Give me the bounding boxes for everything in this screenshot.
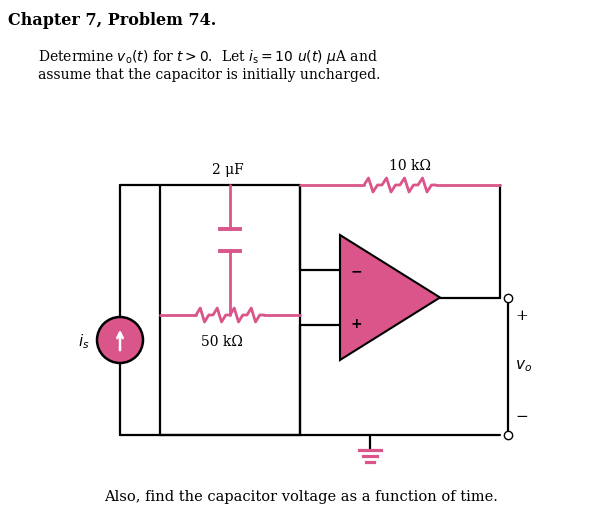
Polygon shape [340, 235, 440, 360]
Text: 10 kΩ: 10 kΩ [389, 159, 431, 173]
Text: $i_s$: $i_s$ [78, 333, 90, 351]
Text: +: + [516, 309, 529, 322]
Text: −: − [516, 410, 529, 424]
Text: $v_o$: $v_o$ [515, 359, 533, 374]
Text: Chapter 7, Problem 74.: Chapter 7, Problem 74. [8, 12, 216, 29]
Text: 50 kΩ: 50 kΩ [201, 335, 243, 349]
Text: assume that the capacitor is initially uncharged.: assume that the capacitor is initially u… [38, 68, 380, 82]
Text: 2 μF: 2 μF [212, 163, 244, 177]
Text: −: − [350, 264, 362, 278]
Circle shape [97, 317, 143, 363]
Text: Determine $v_{\rm o}(t)$ for $t > 0$.  Let $i_{\rm s} = 10\ u(t)\ \mu$A and: Determine $v_{\rm o}(t)$ for $t > 0$. Le… [38, 48, 377, 66]
Text: +: + [350, 317, 362, 331]
Text: Also, find the capacitor voltage as a function of time.: Also, find the capacitor voltage as a fu… [104, 490, 498, 504]
